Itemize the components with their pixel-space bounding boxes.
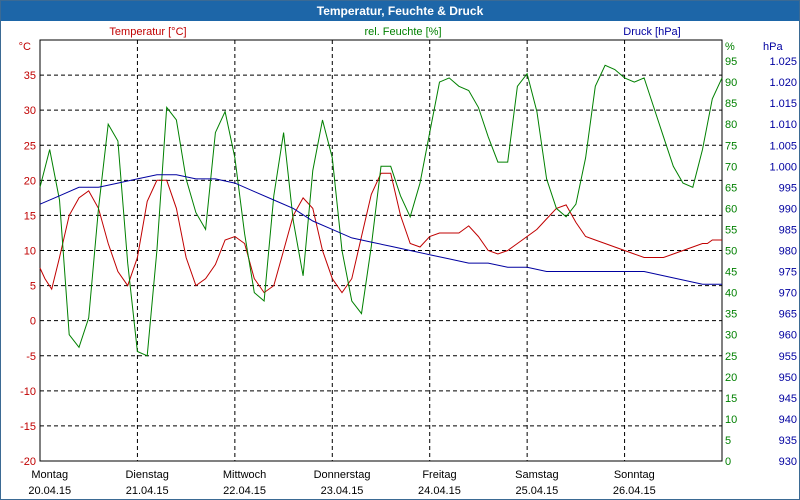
pressure-tick-label: 1.010 bbox=[769, 119, 797, 131]
x-tick-date: 21.04.15 bbox=[126, 485, 169, 497]
pressure-tick-label: 1.000 bbox=[769, 161, 797, 173]
pressure-tick-label: 960 bbox=[779, 330, 797, 342]
plot-frame bbox=[39, 39, 723, 462]
humidity-tick-label: 0 bbox=[725, 456, 731, 468]
humidity-tick-label: 35 bbox=[725, 309, 737, 321]
temp-tick-label: 5 bbox=[30, 281, 36, 293]
chart-title: Temperatur, Feuchte & Druck bbox=[1, 1, 799, 21]
grid-lines bbox=[40, 40, 722, 461]
humidity-tick-label: 40 bbox=[725, 288, 737, 300]
temp-tick-label: 15 bbox=[24, 210, 36, 222]
x-tick-day: Montag bbox=[31, 469, 68, 481]
x-tick-day: Dienstag bbox=[125, 469, 168, 481]
pressure-tick-label: 1.025 bbox=[769, 56, 797, 68]
humidity-tick-label: 70 bbox=[725, 161, 737, 173]
x-tick-date: 25.04.15 bbox=[515, 485, 558, 497]
humidity-tick-label: 45 bbox=[725, 267, 737, 279]
x-tick-day: Freitag bbox=[422, 469, 456, 481]
humidity-series-line bbox=[39, 64, 723, 357]
humidity-tick-label: 80 bbox=[725, 119, 737, 131]
pressure-tick-label: 935 bbox=[779, 435, 797, 447]
left-axis-title: Temperatur [°C] bbox=[109, 26, 186, 38]
pressure-tick-label: 945 bbox=[779, 393, 797, 405]
humidity-tick-label: 5 bbox=[725, 435, 731, 447]
temp-tick-label: 0 bbox=[30, 316, 36, 328]
temp-tick-label: 35 bbox=[24, 70, 36, 82]
temp-tick-label: -5 bbox=[26, 351, 36, 363]
x-tick-day: Sonntag bbox=[614, 469, 655, 481]
pressure-tick-label: 985 bbox=[779, 224, 797, 236]
humidity-tick-label: 25 bbox=[725, 351, 737, 363]
pressure-axis-unit: hPa bbox=[763, 41, 783, 53]
pressure-series-line bbox=[39, 174, 722, 285]
humidity-tick-label: 75 bbox=[725, 140, 737, 152]
pressure-tick-label: 940 bbox=[779, 414, 797, 426]
pressure-tick-label: 955 bbox=[779, 351, 797, 363]
humidity-tick-label: 60 bbox=[725, 203, 737, 215]
temp-tick-label: 30 bbox=[24, 105, 36, 117]
temp-tick-label: -10 bbox=[20, 386, 36, 398]
pressure-tick-label: 970 bbox=[779, 288, 797, 300]
temp-tick-label: -15 bbox=[20, 421, 36, 433]
axes-layer: 35302520151050-5-10-15-20959085807570656… bbox=[20, 56, 797, 497]
humidity-axis-unit: % bbox=[725, 41, 735, 53]
left-axis-unit: °C bbox=[19, 41, 31, 53]
humidity-tick-label: 15 bbox=[725, 393, 737, 405]
x-tick-day: Donnerstag bbox=[314, 469, 371, 481]
series-layer bbox=[39, 64, 723, 357]
pressure-tick-label: 950 bbox=[779, 372, 797, 384]
pressure-axis-title: Druck [hPa] bbox=[623, 26, 680, 38]
pressure-tick-label: 930 bbox=[779, 456, 797, 468]
humidity-tick-label: 30 bbox=[725, 330, 737, 342]
humidity-tick-label: 95 bbox=[725, 56, 737, 68]
humidity-tick-label: 20 bbox=[725, 372, 737, 384]
humidity-tick-label: 65 bbox=[725, 182, 737, 194]
pressure-tick-label: 980 bbox=[779, 246, 797, 258]
temp-tick-label: 20 bbox=[24, 175, 36, 187]
x-tick-day: Samstag bbox=[515, 469, 558, 481]
humidity-tick-label: 85 bbox=[725, 98, 737, 110]
temp-tick-label: 10 bbox=[24, 246, 36, 258]
pressure-tick-label: 1.020 bbox=[769, 77, 797, 89]
pressure-tick-label: 1.005 bbox=[769, 140, 797, 152]
temperature-series-line bbox=[39, 172, 722, 294]
pressure-tick-label: 975 bbox=[779, 267, 797, 279]
x-tick-day: Mittwoch bbox=[223, 469, 266, 481]
x-tick-date: 23.04.15 bbox=[321, 485, 364, 497]
humidity-axis-title: rel. Feuchte [%] bbox=[364, 26, 441, 38]
humidity-tick-label: 50 bbox=[725, 246, 737, 258]
x-tick-date: 22.04.15 bbox=[223, 485, 266, 497]
humidity-tick-label: 90 bbox=[725, 77, 737, 89]
temp-tick-label: 25 bbox=[24, 140, 36, 152]
humidity-tick-label: 55 bbox=[725, 224, 737, 236]
pressure-tick-label: 990 bbox=[779, 203, 797, 215]
x-tick-date: 26.04.15 bbox=[613, 485, 656, 497]
temp-tick-label: -20 bbox=[20, 456, 36, 468]
x-tick-date: 24.04.15 bbox=[418, 485, 461, 497]
pressure-tick-label: 995 bbox=[779, 182, 797, 194]
humidity-tick-label: 10 bbox=[725, 414, 737, 426]
pressure-tick-label: 1.015 bbox=[769, 98, 797, 110]
pressure-tick-label: 965 bbox=[779, 309, 797, 321]
x-tick-date: 20.04.15 bbox=[28, 485, 71, 497]
